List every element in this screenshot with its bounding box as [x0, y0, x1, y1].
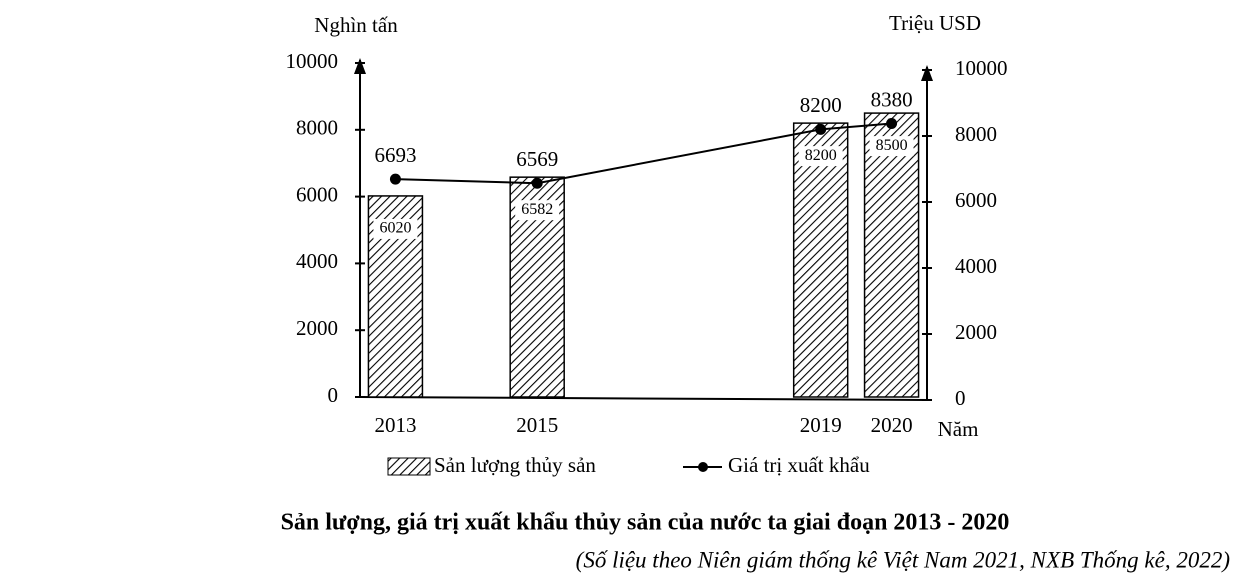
y-axis-arrow — [354, 58, 366, 74]
y-tick-label: 8000 — [296, 116, 338, 140]
chart-subtitle: (Số liệu theo Niên giám thống kê Việt Na… — [576, 547, 1230, 572]
x-axis-label: Năm — [938, 417, 979, 441]
y2-tick-label: 2000 — [955, 320, 997, 344]
point — [886, 117, 898, 129]
y-axis-label: Nghìn tấn — [314, 13, 398, 37]
value-label: 8200 — [800, 93, 842, 117]
value-label-box — [869, 136, 914, 157]
y2-tick-label: 4000 — [955, 254, 997, 278]
x-axis — [359, 396, 928, 401]
point — [531, 177, 543, 189]
value-label: 6693 — [374, 143, 416, 167]
value-label: 8200 — [805, 147, 837, 164]
value-label: 8380 — [871, 87, 913, 111]
y-tick-label: 4000 — [296, 249, 338, 273]
value-label-box — [798, 146, 843, 167]
bar — [863, 112, 920, 398]
y-tick-label: 2000 — [296, 316, 338, 340]
value-label-box — [373, 218, 418, 239]
value-label: 8500 — [876, 137, 908, 154]
y2-axis-arrow — [921, 65, 933, 81]
x-tick-label: 2015 — [516, 413, 558, 437]
value-label: 6582 — [521, 201, 553, 218]
y2-tick-label: 10000 — [955, 56, 1008, 80]
legend-label: Giá trị xuất khẩu — [728, 453, 870, 477]
x-tick-label: 2019 — [800, 413, 842, 437]
x-tick-label: 2020 — [871, 413, 913, 437]
point — [815, 123, 827, 135]
x-tick-label: 2013 — [374, 413, 416, 437]
legend-label: Sản lượng thủy sản — [434, 453, 596, 477]
y-tick-label: 0 — [328, 383, 339, 407]
legend-marker — [698, 462, 708, 472]
y2-axis-label: Triệu USD — [889, 11, 981, 35]
value-label: 6020 — [379, 220, 411, 237]
legend-swatch — [387, 457, 431, 476]
bar — [792, 122, 849, 398]
y-tick-label: 6000 — [296, 182, 338, 206]
value-label: 6569 — [516, 147, 558, 171]
value-label-box — [515, 200, 560, 221]
chart-title: Sản lượng, giá trị xuất khẩu thủy sản củ… — [281, 510, 1010, 536]
y-tick-label: 10000 — [286, 49, 339, 73]
y2-tick-label: 8000 — [955, 122, 997, 146]
y2-tick-label: 0 — [955, 386, 966, 410]
line — [395, 122, 892, 185]
point — [389, 173, 401, 185]
y2-tick-label: 6000 — [955, 188, 997, 212]
